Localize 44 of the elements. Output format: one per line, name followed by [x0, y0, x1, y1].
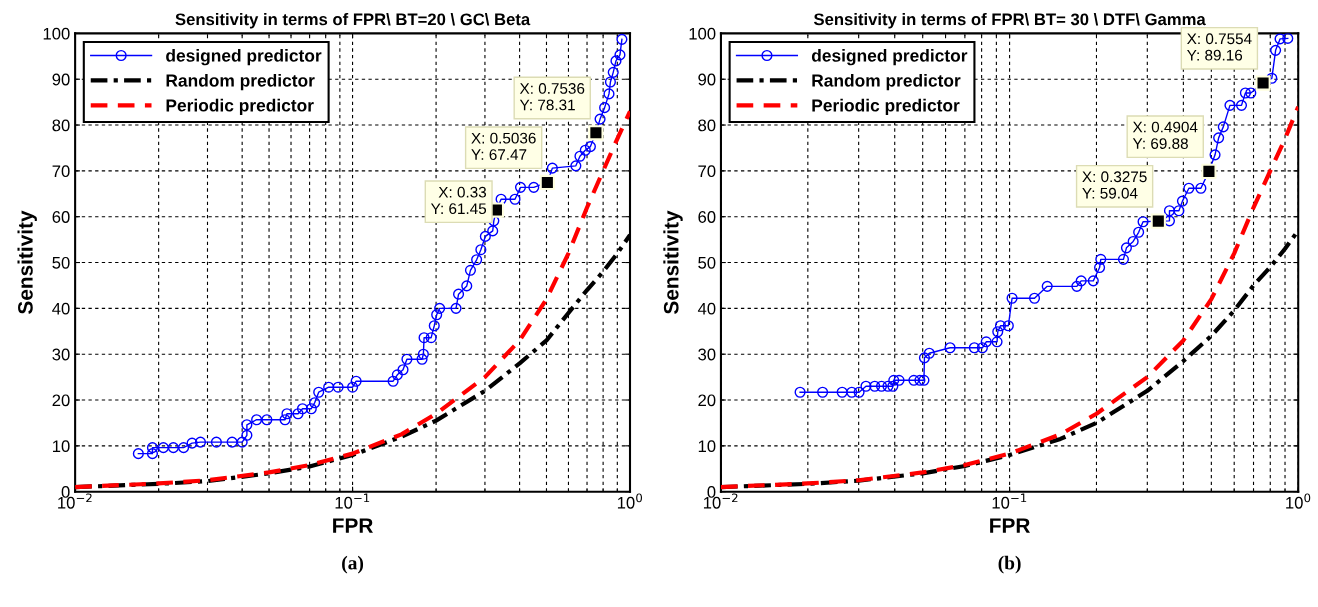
- y-axis-title: Sensitivity: [663, 210, 683, 315]
- x-axis-title: FPR: [990, 518, 1030, 533]
- annotation: X: 0.5036 Y: 67.47: [471, 132, 536, 160]
- legend-label: Random predictor: [166, 73, 315, 91]
- y-tick-label: 30: [698, 348, 716, 361]
- text: (a): [342, 555, 364, 574]
- y-tick-label: 100: [689, 27, 716, 40]
- legend-label: Random predictor: [812, 73, 961, 91]
- y-tick-label: 50: [52, 256, 70, 269]
- y-tick-label: 60: [698, 211, 716, 223]
- y-tick-label: 60: [52, 211, 70, 223]
- x-tick-label: 10$^{0}$: [617, 493, 643, 509]
- annotation: X: 0.7554 Y: 89.16: [1187, 33, 1252, 61]
- y-tick-label: 10: [53, 440, 70, 453]
- x-tick-label: 10$^{−1}$: [335, 493, 370, 509]
- legend-label: Periodic predictor: [812, 98, 960, 115]
- y-tick-label: 40: [697, 302, 716, 315]
- y-tick-label: 70: [698, 165, 716, 178]
- text: (b): [998, 555, 1021, 574]
- x-tick-label: 10$^{0}$: [1286, 493, 1311, 509]
- y-tick-label: 80: [698, 119, 716, 132]
- chart-title: Sensitivity in terms of FPR\ BT=20 \ GC\ Beta: [175, 12, 531, 29]
- legend-label: designed predictor: [166, 49, 322, 66]
- y-tick-label: 90: [52, 73, 70, 86]
- y-tick-label: 50: [698, 256, 716, 269]
- annotation: X: 0.4904 Y: 69.88: [1132, 121, 1198, 149]
- y-tick-label: 100: [43, 27, 70, 40]
- y-tick-label: 30: [52, 348, 70, 361]
- legend-label: Periodic predictor: [166, 98, 314, 115]
- x-tick-label: 10$^{−1}$: [992, 493, 1027, 509]
- y-axis-title: Sensitivity: [17, 210, 37, 315]
- annotation: X: 0.3275 Y: 59.04: [1082, 171, 1147, 199]
- chart-title: Sensitivity in terms of FPR\ BT= 30 \ DTF\ Gamma: [813, 12, 1206, 29]
- y-tick-label: 20: [698, 394, 716, 407]
- y-tick-label: 70: [52, 165, 70, 178]
- x-axis-title: FPR: [333, 518, 373, 533]
- legend-label: designed predictor: [811, 49, 968, 66]
- y-tick-label: 10: [698, 440, 716, 453]
- y-tick-label: 20: [52, 394, 70, 407]
- y-tick-label: 40: [52, 302, 70, 315]
- annotation: X: 0.33 Y: 61.45: [430, 186, 487, 215]
- y-tick-label: 90: [698, 73, 716, 86]
- annotation: X: 0.7536 Y: 78.31: [519, 83, 585, 111]
- y-tick-label: 80: [52, 119, 70, 132]
